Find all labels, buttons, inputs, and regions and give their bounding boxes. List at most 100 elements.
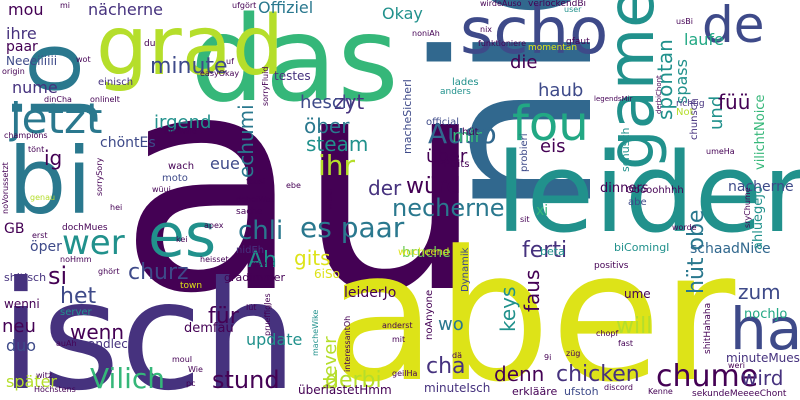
word-okay: Okay [382, 4, 423, 23]
word-ihre: ihre [6, 24, 37, 43]
word-prueffigjes: prueffigJes [263, 293, 272, 336]
word-denn: denn [494, 362, 545, 386]
word-gfaut: gfaut [566, 37, 590, 47]
word-hochstens: Höchstens [34, 385, 76, 394]
word-derbichont: derbiChont [655, 75, 663, 114]
word-moui: mouI [172, 355, 193, 364]
word-noanyone: noAnyone [424, 289, 435, 340]
word-moto: moto [162, 173, 188, 184]
word-xi: xi [536, 203, 549, 219]
word-shithahaha: shitHahaha [703, 302, 713, 354]
word-dynamik: Dynamik [460, 247, 471, 292]
word-machesicheri: macheSicherI [401, 79, 414, 154]
word-wot: wot [76, 55, 91, 64]
word-offiziel: Offiziel [258, 0, 314, 17]
word-wurd: würd [406, 174, 461, 199]
word-dinners: dinners [600, 181, 649, 196]
word-pc: pc [186, 379, 196, 388]
word-au: au [118, 10, 486, 359]
word-chontes: chöntEs [100, 135, 156, 151]
word-srychume: sryChume [743, 187, 752, 228]
word-onlineit: onlineIt [90, 95, 120, 104]
word-sorryfluid: sorryFluid [261, 66, 270, 106]
word-momentan: momentan [528, 43, 578, 53]
word-sekundemeeeechont: sekundeMeeeeChont [692, 389, 787, 399]
word-nacherne: nächerne [88, 0, 164, 19]
word-genau: genau [30, 193, 56, 202]
word-schusch: schüsch [619, 127, 632, 172]
word-champions: champions [4, 131, 48, 140]
word-einisch: einisch [98, 77, 134, 88]
word-user: user [564, 5, 582, 14]
word-minute: minute [150, 54, 228, 79]
word-bruche: bruche [402, 245, 451, 261]
word-vilichtnoice: vilichtNoice [753, 94, 768, 170]
word-ahluegejo: ahluegeJo [751, 185, 766, 250]
word-ferti: ferti [522, 238, 568, 263]
word-scho: scho [460, 0, 609, 69]
word-mit: mit [392, 335, 406, 344]
word-interessantoh: interessantOh [343, 315, 352, 372]
word-vilich: Vilich [90, 362, 166, 395]
word-weri: weri [728, 361, 745, 370]
word-ha: ha [730, 295, 800, 363]
word-zum: zum [738, 280, 781, 304]
word-aber: aber [326, 213, 736, 400]
word-eue: eue [210, 154, 240, 173]
word-kei: kei [176, 235, 188, 244]
word-ufstoh: ufstoh [564, 385, 599, 398]
word-oper: öper [30, 239, 62, 255]
word-wer: wer [62, 223, 125, 263]
word-echumi: echumi [234, 104, 258, 178]
word-nacherne2: nacherne [728, 179, 794, 195]
word-funktioniere: funktioniere [478, 39, 527, 48]
word-leider: leider [496, 129, 800, 257]
word-never: Never [320, 336, 341, 390]
word-gradimmer: gradimmer [224, 271, 286, 284]
word-laufe: laufe [684, 30, 724, 49]
word-gb: GB [4, 221, 25, 237]
word-novorussetzt: noVorussetzt [1, 162, 10, 214]
word-jetzt: jetzt [10, 94, 103, 143]
word-minutemues: minuteMues [726, 351, 800, 365]
word-fuu: füü [718, 90, 751, 114]
word-not: Not [676, 107, 694, 118]
word-wo: wo [438, 314, 464, 335]
word-tont: tönt [28, 145, 45, 154]
word-mir: mir [452, 126, 482, 147]
word-schaadnice: schaadNice [690, 241, 771, 257]
word-9i: 9i [544, 353, 552, 362]
word-anders: anders [440, 87, 471, 97]
word-official: official [426, 117, 459, 128]
word-probieri: probieri [519, 133, 530, 172]
word-chli: chli [238, 216, 284, 246]
word-isch: isch [0, 250, 298, 400]
word-sorrysory: sorrySory [95, 157, 104, 196]
word-irgend: irgend [154, 112, 212, 133]
word-gseht: gseht [252, 259, 275, 268]
word-town: town [180, 281, 203, 291]
word-cha: cha [426, 354, 466, 379]
word-bicomingi: biComingI [614, 241, 670, 254]
word-testes: testes [274, 69, 311, 83]
word-auah: auAh [56, 339, 77, 348]
word-du: du [144, 39, 156, 49]
word-erklare: erklääre [512, 385, 558, 398]
word-wird: wird [741, 366, 784, 390]
word-wach: wach [168, 161, 195, 172]
word-hei: hei [110, 203, 123, 212]
word-lut: lüt [246, 303, 257, 312]
word-legendsmir: legendsMir [594, 95, 633, 103]
word-ghort: ghört [98, 267, 120, 276]
word-server: server [60, 307, 92, 318]
word-het: het [60, 284, 97, 309]
word-sit: sit [520, 215, 530, 224]
word-duo: duo [6, 336, 37, 355]
word-discord: discord [604, 383, 633, 392]
word-dochmues: dochMues [62, 223, 108, 233]
word-uberlastethmm: überlastetHmm [298, 383, 392, 397]
word-ufgort: ufgört [232, 1, 257, 10]
word-lades: lades [452, 77, 479, 88]
word-ober: öber [304, 114, 350, 138]
